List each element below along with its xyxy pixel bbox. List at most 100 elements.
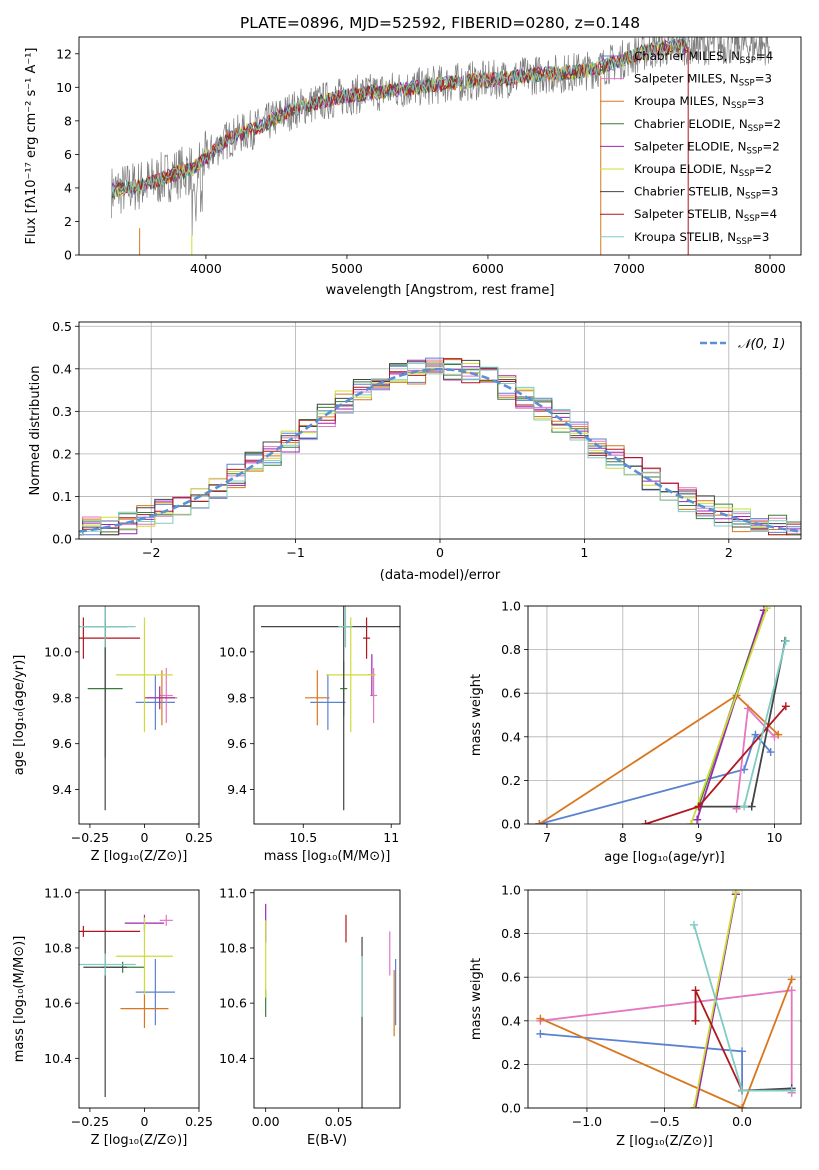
weight-marker	[693, 815, 702, 824]
x-tick-label: 1	[580, 545, 588, 560]
x-tick-label: 0.25	[185, 1114, 213, 1129]
y-tick-label: 1.0	[501, 599, 521, 614]
weight-marker	[751, 730, 760, 739]
y-tick-label: 10.6	[44, 996, 72, 1011]
y-tick-label: 0.0	[501, 817, 521, 832]
weight-marker	[694, 802, 703, 811]
y-tick-label: 8	[64, 113, 72, 128]
x-tick-label: 7000	[613, 261, 645, 276]
weight-line-kroupa-miles	[540, 979, 793, 1108]
y-tick-label: 0.2	[501, 1057, 521, 1072]
legend-tail: =3	[747, 94, 764, 108]
legend-label: Chabrier MILES, NSSP=4	[634, 49, 773, 66]
errorbar-point	[370, 667, 378, 724]
y-axis-label: mass weight	[469, 958, 484, 1040]
histogram-salpeter-miles	[79, 359, 801, 536]
legend-tail: =3	[752, 230, 769, 244]
y-tick-label: 11.0	[44, 885, 72, 900]
y-tick-label: 6	[64, 147, 72, 162]
histogram-chabrier-elodie	[79, 363, 801, 536]
y-axis-label: Normed distribution	[28, 366, 43, 496]
axes-frame	[78, 36, 802, 256]
weight-marker	[689, 1104, 698, 1108]
weight-marker	[738, 1086, 747, 1095]
x-tick-label: 8000	[754, 261, 786, 276]
x-tick-label: −1.0	[572, 1114, 602, 1129]
x-tick-label: 10.5	[289, 830, 317, 845]
errorbars	[79, 606, 178, 811]
y-axis-label: mass [log₁₀(M/M⊙)]	[12, 936, 27, 1063]
y-tick-label: 0.4	[501, 729, 521, 744]
y-tick-label: 0.6	[501, 970, 521, 985]
y-tick-label: 10	[56, 80, 72, 95]
errorbar-point	[135, 674, 175, 730]
weight-marker	[691, 986, 700, 995]
legend-sub: SSP	[736, 237, 752, 247]
y-tick-label: 0.4	[52, 361, 72, 376]
y-tick-label: 10.4	[44, 1051, 72, 1066]
legend-text: Chabrier ELODIE, N	[634, 117, 748, 131]
legend-tail: =4	[760, 207, 777, 221]
errorbar-point	[116, 917, 173, 995]
panel-age_vs_mass: 10.5 11 9.4 9.6 9.8 10.0 mass [log₁₀(M/M⊙)]	[219, 605, 401, 864]
weight-marker	[740, 802, 749, 811]
x-tick-label: 9	[695, 830, 703, 845]
weight-lines	[536, 890, 796, 1108]
legend-text: Kroupa MILES, N	[634, 94, 731, 108]
errorbar-point	[326, 617, 376, 733]
weight-line-chabrier-miles	[540, 1033, 792, 1092]
legend-text: Chabrier MILES, N	[634, 49, 740, 63]
weight-marker	[536, 1014, 545, 1023]
histogram-kroupa-stelib	[79, 362, 801, 536]
panel-mass_vs_ebv: 0.00 0.05 10.4 10.6 10.8 11.0 E(B-V)	[219, 885, 401, 1148]
y-tick-label: 12	[56, 46, 72, 61]
errorbar-point	[120, 989, 169, 1028]
x-tick-label: 0	[436, 545, 444, 560]
weight-marker	[781, 702, 790, 711]
y-tick-label: 10.4	[219, 1051, 247, 1066]
y-tick-label: 10.6	[219, 996, 247, 1011]
axes-frame	[527, 605, 802, 825]
legend-sub: SSP	[746, 146, 762, 156]
errorbar-point	[116, 617, 173, 733]
y-tick-label: 10.8	[44, 940, 72, 955]
y-tick-label: 0.8	[501, 642, 521, 657]
axes-frame	[527, 889, 802, 1109]
legend-sub: SSP	[748, 124, 764, 134]
errorbar-point	[79, 617, 141, 659]
legend-sub: SSP	[745, 192, 761, 202]
panel-weight_vs_Z: −1.0 −0.5 0.0 0.0 0.2 0.4 0.6 0.8 1.0 Z [log₁₀(Z/…	[469, 883, 802, 1149]
y-tick-label: 11.0	[219, 885, 247, 900]
weight-marker	[787, 975, 796, 984]
legend-label: Salpeter MILES, NSSP=3	[634, 72, 772, 89]
errorbar-point	[305, 670, 330, 726]
gaussian-curve	[79, 368, 801, 533]
data-spectrum	[110, 37, 770, 255]
legend-text: Chabrier STELIB, N	[634, 185, 745, 199]
y-tick-label: 10.0	[44, 644, 72, 659]
x-axis-label: Z [log₁₀(Z/Z⊙)]	[616, 1134, 713, 1149]
y-axis-label: Flux [fλ10⁻¹⁷ erg cm⁻² s⁻¹ A⁻¹]	[24, 48, 39, 245]
weight-marker	[535, 820, 544, 824]
y-tick-label: 0.4	[501, 1013, 521, 1028]
weight-line-salpeter-elodie	[696, 610, 765, 820]
x-tick-label: −0.25	[71, 1114, 109, 1129]
x-tick-label: −2	[142, 545, 160, 560]
legend-text: Salpeter MILES, N	[634, 72, 739, 86]
model-spectrum-kroupa-stelib	[110, 37, 689, 199]
y-axis-label: mass weight	[469, 674, 484, 756]
weight-marker	[762, 606, 771, 613]
legend-label: Kroupa MILES, NSSP=3	[634, 94, 764, 111]
y-tick-label: 9.4	[227, 782, 247, 797]
x-tick-label: 2	[725, 545, 733, 560]
legend-label: 𝒩(0, 1)	[738, 337, 785, 352]
legend-label: Chabrier STELIB, NSSP=3	[634, 185, 778, 202]
legend-tail: =3	[755, 72, 772, 86]
y-tick-label: 9.6	[52, 736, 72, 751]
legend-text: Salpeter ELODIE, N	[634, 139, 746, 153]
y-tick-label: 0	[64, 248, 72, 263]
x-tick-label: 4000	[190, 261, 222, 276]
axes-frame	[253, 889, 401, 1109]
errorbar-point	[159, 914, 173, 926]
